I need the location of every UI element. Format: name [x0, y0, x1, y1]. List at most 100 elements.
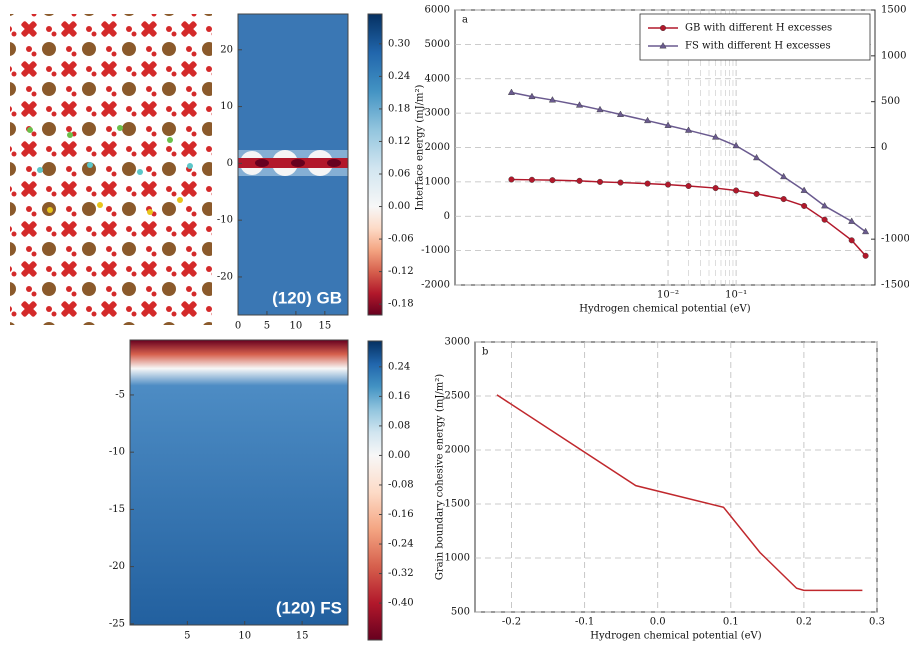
colorbar-tick-label: 0.08 — [388, 420, 410, 431]
y-tick-label: 1000 — [425, 176, 450, 187]
colorbar-tick-label: 0.18 — [388, 103, 410, 114]
y-tick-label: -20 — [109, 561, 125, 572]
y-tick-label: 3000 — [445, 337, 470, 348]
plot-area — [474, 341, 878, 613]
marker — [712, 133, 720, 140]
y2-tick-label: -1000 — [881, 234, 909, 245]
y-tick-label: 2000 — [425, 142, 450, 153]
marker — [508, 176, 515, 183]
y-axis-label: Interface energy (mJ/m²) — [415, 84, 426, 210]
y-tick-label: -10 — [217, 215, 233, 226]
legend-label: GB with different H excesses — [685, 23, 832, 34]
colorbar-tick-label: 0.00 — [388, 201, 410, 212]
y-tick-label: 6000 — [425, 5, 450, 16]
y-tick-label: -10 — [109, 447, 125, 458]
colorbar-tick-label: 0.24 — [388, 71, 410, 82]
y2-tick-label: 1500 — [881, 5, 906, 16]
y2-tick-label: 0 — [881, 142, 887, 153]
legend-marker — [659, 42, 667, 49]
y-tick-label: -5 — [115, 389, 125, 400]
marker — [848, 217, 856, 224]
marker — [733, 187, 740, 194]
marker — [596, 105, 604, 113]
colorbar-tick-label: -0.16 — [388, 509, 414, 520]
atomic-structure — [10, 14, 212, 325]
marker — [753, 190, 760, 197]
map-label: (120) GB — [272, 288, 342, 307]
x-tick-label: 10⁻¹ — [725, 290, 747, 301]
marker — [528, 92, 536, 100]
y-tick-label: -25 — [109, 618, 125, 629]
y2-tick-label: 500 — [881, 96, 900, 107]
marker — [753, 153, 761, 161]
x-tick-label: 0 — [235, 321, 241, 332]
marker — [684, 126, 693, 133]
colorbar-tick-label: -0.06 — [388, 234, 414, 245]
marker — [780, 196, 787, 203]
y-tick-label: 1500 — [445, 499, 470, 510]
marker — [848, 237, 855, 244]
y-tick-label: 2000 — [445, 445, 470, 456]
y-tick-label: -20 — [217, 271, 233, 282]
marker — [549, 177, 556, 184]
marker — [801, 202, 808, 209]
y-tick-label: 0 — [227, 158, 233, 169]
marker — [596, 178, 603, 185]
x-tick-label: 15 — [296, 631, 309, 642]
y2-tick-label: 1000 — [881, 50, 906, 61]
legend-label: FS with different H excesses — [685, 41, 831, 52]
y-tick-label: 20 — [220, 44, 233, 55]
colorbar-tick-label: 0.06 — [388, 168, 410, 179]
legend — [639, 13, 871, 61]
frame — [237, 13, 349, 316]
marker — [821, 202, 829, 209]
colorbar-tick-label: 0.16 — [388, 391, 410, 402]
y-tick-label: 1000 — [445, 553, 470, 564]
y-axis-label: Grain boundary cohesive energy (mJ/m²) — [435, 374, 446, 580]
marker — [644, 180, 651, 187]
marker — [665, 181, 672, 188]
fs-field — [130, 340, 348, 625]
panel-label: b — [482, 347, 488, 358]
x-axis-label: Hydrogen chemical potential (eV) — [590, 631, 761, 642]
y-tick-label: -2000 — [421, 280, 450, 291]
x-tick-label: 5 — [184, 631, 190, 642]
y-tick-label: -1000 — [421, 245, 450, 256]
y-tick-label: 5000 — [425, 39, 450, 50]
colorbar — [367, 340, 383, 641]
colorbar-tick-label: 0.12 — [388, 136, 410, 147]
marker — [800, 186, 808, 193]
marker — [528, 176, 535, 183]
marker — [685, 182, 692, 189]
panel-label: a — [462, 15, 468, 26]
marker — [575, 101, 584, 108]
x-tick-label: 15 — [318, 321, 331, 332]
series-line — [496, 394, 863, 592]
colorbar-tick-label: -0.32 — [388, 568, 414, 579]
x-tick-label: 0.3 — [869, 617, 885, 628]
colorbar-tick-label: 0.30 — [388, 38, 410, 49]
colorbar-tick-label: -0.12 — [388, 266, 414, 277]
marker — [780, 172, 788, 180]
x-tick-label: 10⁻² — [657, 290, 679, 301]
marker — [821, 216, 828, 223]
y-tick-label: -15 — [109, 504, 125, 515]
x-tick-label: 0.1 — [723, 617, 739, 628]
colorbar-tick-label: -0.24 — [388, 539, 414, 550]
marker — [644, 116, 652, 124]
x-tick-label: 10 — [290, 321, 303, 332]
y2-tick-label: -1500 — [881, 280, 909, 291]
colorbar-tick-label: -0.40 — [388, 598, 414, 609]
map-label: (120) FS — [276, 598, 342, 617]
marker — [862, 227, 870, 235]
x-tick-label: 5 — [264, 321, 270, 332]
marker — [732, 141, 740, 149]
colorbar-tick-label: -0.18 — [388, 299, 414, 310]
marker — [507, 88, 516, 95]
y-tick-label: 10 — [220, 101, 233, 112]
legend-marker — [660, 25, 667, 32]
marker — [576, 177, 583, 184]
gb-field — [238, 14, 348, 315]
y-tick-label: 4000 — [425, 73, 450, 84]
